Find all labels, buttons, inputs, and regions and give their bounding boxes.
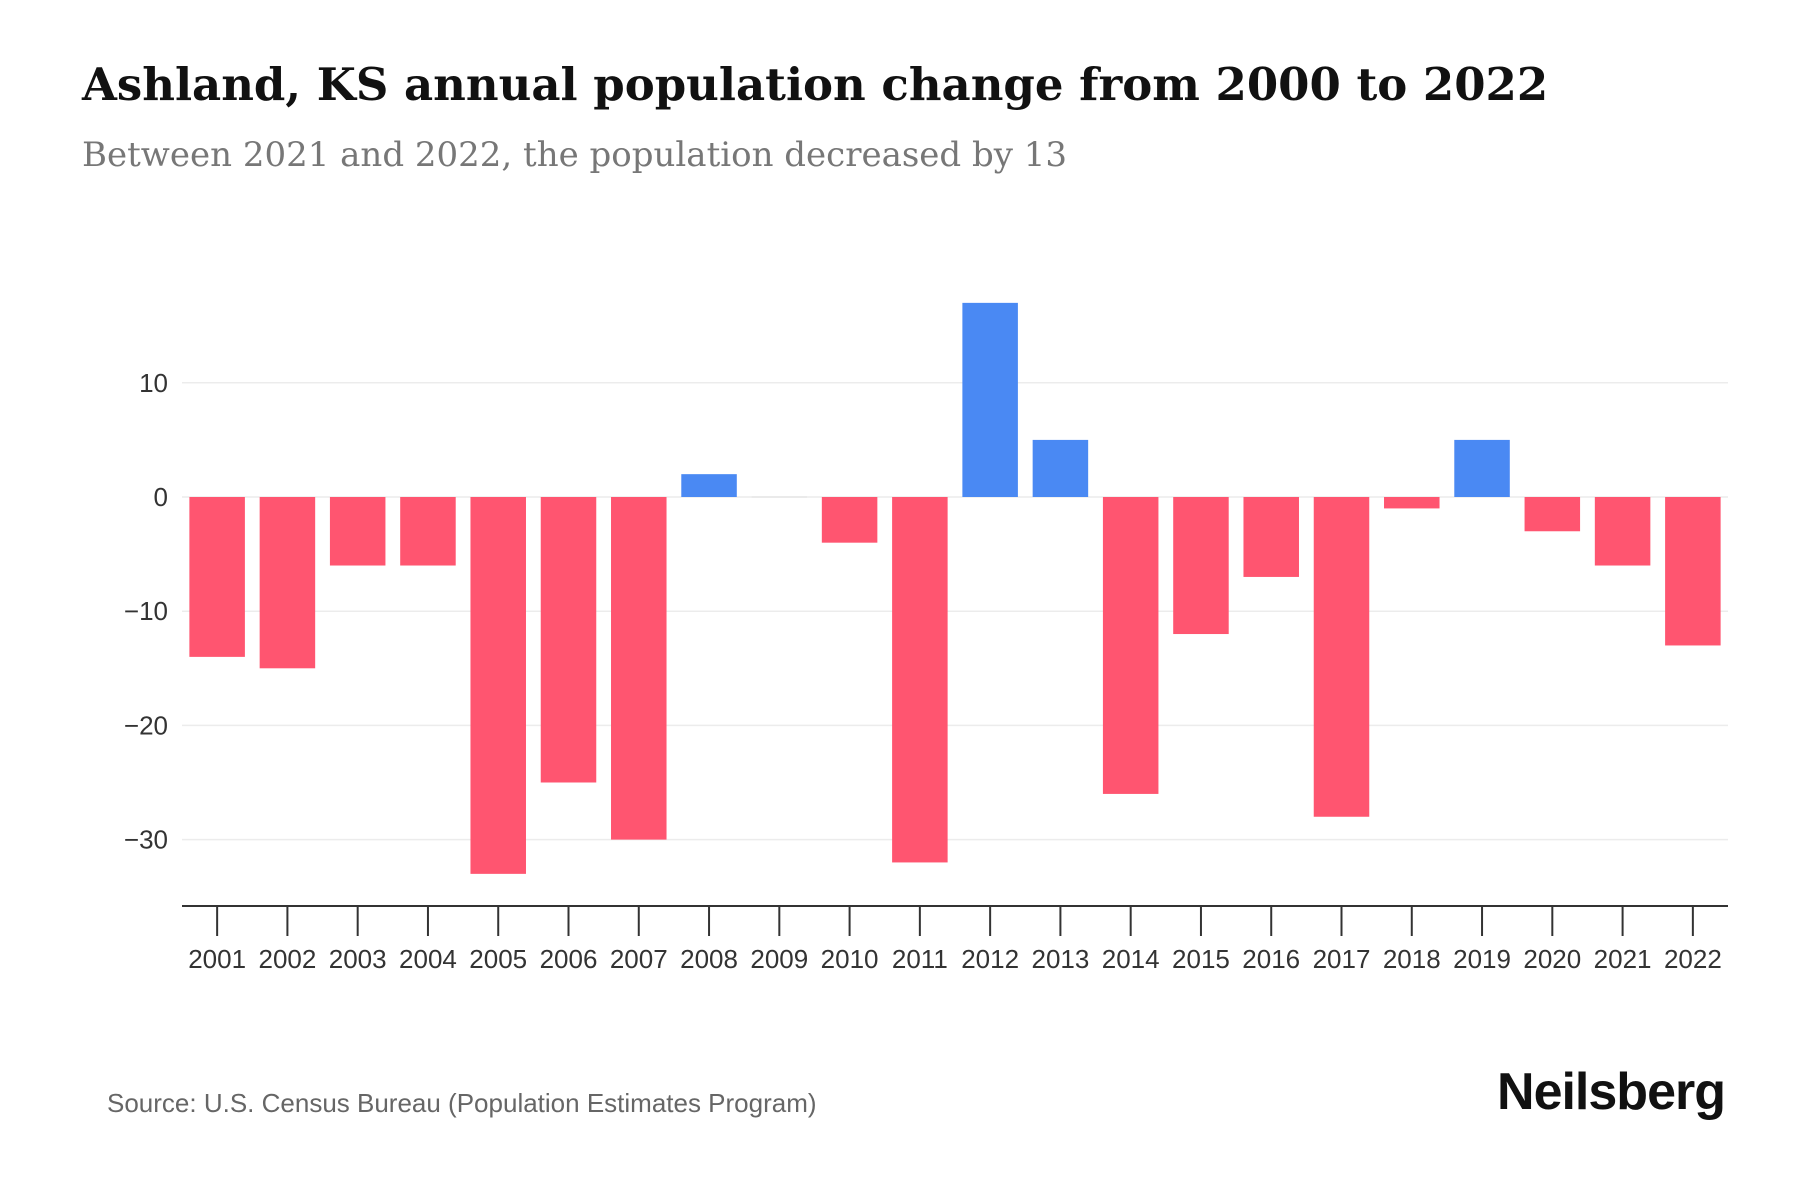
- x-tick-label: 2014: [1102, 944, 1160, 974]
- bar-2008: [681, 474, 737, 497]
- x-tick-label: 2015: [1172, 944, 1230, 974]
- x-tick-label: 2010: [821, 944, 879, 974]
- bar-2006: [540, 497, 597, 783]
- x-tick-label: 2017: [1313, 944, 1371, 974]
- bar-2017: [1313, 497, 1370, 817]
- bar-2005: [470, 497, 526, 874]
- bar-2021: [1594, 497, 1651, 566]
- bar-2020: [1524, 497, 1581, 532]
- bar-2013: [1032, 439, 1089, 497]
- chart-subtitle: Between 2021 and 2022, the population de…: [82, 135, 1068, 175]
- y-tick-label: −10: [124, 596, 168, 626]
- bar-2014: [1102, 497, 1159, 794]
- bar-2010: [821, 497, 878, 543]
- x-tick-label: 2021: [1594, 944, 1652, 974]
- y-tick-label: −20: [124, 710, 168, 740]
- bar-2007: [611, 497, 667, 840]
- x-tick-label: 2009: [750, 944, 808, 974]
- x-tick-label: 2001: [188, 944, 246, 974]
- x-tick-label: 2022: [1664, 944, 1722, 974]
- bar-2016: [1243, 497, 1299, 577]
- source-note: Source: U.S. Census Bureau (Population E…: [107, 1088, 817, 1118]
- bar-2002: [259, 497, 316, 669]
- bar-2001: [189, 497, 245, 657]
- bar-2004: [400, 497, 456, 566]
- x-tick-label: 2019: [1453, 944, 1511, 974]
- x-tick-label: 2005: [469, 944, 527, 974]
- neilsberg-logo: Neilsberg: [1497, 1063, 1726, 1121]
- x-tick-label: 2008: [680, 944, 738, 974]
- x-tick-label: 2012: [961, 944, 1019, 974]
- bar-2009: [751, 496, 808, 498]
- x-tick-label: 2002: [258, 944, 316, 974]
- bar-2019: [1454, 439, 1510, 497]
- x-axis: 2001 2002 2003 2004 2005 2006 2007 2008 2009 2010…: [182, 905, 1728, 974]
- x-tick-label: 2003: [329, 944, 387, 974]
- x-tick-label: 2020: [1523, 944, 1581, 974]
- x-tick-label: 2004: [399, 944, 457, 974]
- x-tick-label: 2013: [1031, 944, 1089, 974]
- x-tick-label: 2007: [610, 944, 668, 974]
- bar-2018: [1384, 497, 1440, 509]
- x-tick-label: 2016: [1242, 944, 1300, 974]
- bar-2012: [962, 302, 1018, 497]
- x-tick-label: 2011: [892, 944, 948, 974]
- x-tick-label: 2006: [540, 944, 598, 974]
- y-axis-ticks: 10 0 −10 −20 −30: [124, 368, 168, 855]
- y-tick-label: −30: [124, 825, 168, 855]
- x-tick-label: 2018: [1383, 944, 1441, 974]
- bar-2011: [892, 497, 948, 863]
- bar-2022: [1665, 497, 1721, 646]
- y-tick-label: 0: [154, 482, 168, 512]
- y-tick-label: 10: [139, 368, 168, 398]
- bars: [189, 302, 1721, 874]
- bar-2015: [1173, 497, 1229, 635]
- chart-title: Ashland, KS annual population change fro…: [82, 58, 1549, 111]
- bar-2003: [329, 497, 386, 566]
